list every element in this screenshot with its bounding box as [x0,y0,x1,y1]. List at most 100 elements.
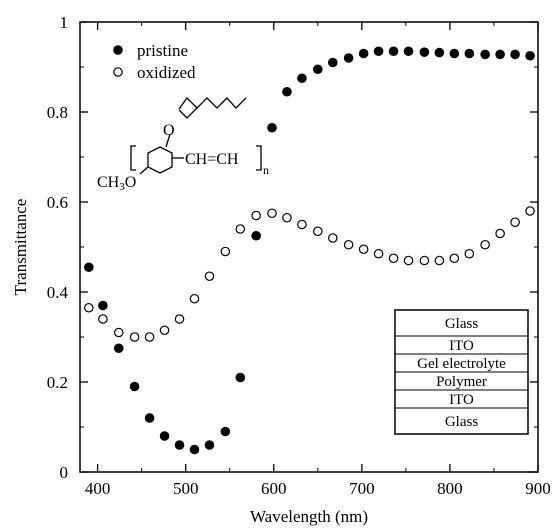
data-point-oxidized [113,327,124,338]
data-point-pristine [449,48,460,59]
y-tick-label: 0.2 [47,373,68,392]
data-point-pristine [510,49,520,60]
data-point-oxidized [327,233,338,243]
data-point-oxidized [84,302,94,313]
data-point-pristine [84,262,94,273]
data-point-pristine [113,343,124,354]
data-point-pristine [220,426,231,437]
y-tick-label: 0.6 [47,193,68,212]
data-point-pristine [358,48,369,59]
y-tick-label: 0.4 [47,283,69,302]
x-tick-label: 600 [261,479,287,498]
data-point-oxidized [525,206,535,216]
structure-bracket-left [130,145,136,171]
data-point-oxidized [189,293,200,304]
x-tick-label: 900 [525,479,551,498]
structure-benzene-ring [147,146,173,174]
data-point-pristine [434,47,445,58]
series-oxidized [84,206,535,342]
data-point-oxidized [159,325,170,336]
data-point-pristine [189,444,200,455]
polymer-structure [130,97,262,175]
data-point-oxidized [449,253,460,264]
data-point-pristine [282,86,292,97]
structure-backbone: CH=CH [185,151,239,168]
data-point-pristine [343,53,354,63]
structure-methoxy: CH3O [97,174,136,193]
structure-methoxy-sub: 3 [119,181,125,193]
x-tick-label: 800 [437,479,463,498]
structure-side-chain [178,97,247,110]
data-point-oxidized [204,271,215,282]
y-axis-title: Transmittance [11,199,30,296]
structure-methoxy-suffix: O [125,174,137,191]
data-point-oxidized [510,217,520,228]
data-point-pristine [327,57,338,68]
structure-bracket-right [256,145,262,171]
data-point-pristine [144,413,155,423]
structure-side-chain-branch [178,107,198,119]
legend-label-oxidized: oxidized [137,63,196,82]
structure-backbone-text: CH=CH [185,151,239,168]
data-point-pristine [495,49,505,60]
data-point-oxidized [464,248,475,259]
data-point-oxidized [144,332,155,342]
data-point-oxidized [98,314,108,324]
y-tick-label: 1 [60,13,69,32]
data-point-oxidized [358,244,369,255]
series-pristine [84,46,535,455]
data-point-pristine [129,381,140,392]
data-point-oxidized [434,255,445,266]
data-point-pristine [297,73,307,84]
legend-marker-pristine [113,45,123,55]
data-point-pristine [388,46,399,57]
data-point-oxidized [495,228,505,239]
data-point-oxidized [480,239,490,250]
data-point-pristine [159,431,170,441]
data-point-oxidized [388,253,399,264]
x-tick-label: 700 [349,479,375,498]
device-layer-label: Gel electrolyte [417,356,506,372]
legend-marker-oxidized [113,67,123,77]
data-point-oxidized [251,210,261,221]
data-point-oxidized [235,224,246,234]
data-point-pristine [235,372,246,383]
device-layer-label: ITO [449,392,474,408]
structure-substituent-o: O [163,122,175,139]
structure-o-to-ring [165,133,171,148]
data-point-oxidized [174,314,185,324]
structure-methoxy-prefix: CH [97,174,120,191]
y-tick-label: 0.8 [47,103,68,122]
data-point-oxidized [373,248,384,259]
data-point-pristine [464,48,475,59]
data-point-pristine [403,46,414,57]
data-point-oxidized [419,255,430,266]
data-point-pristine [251,230,261,241]
device-stack: Glass ITO Gel electrolyte Polymer ITO Glass [394,309,529,435]
data-point-oxidized [267,208,277,219]
data-point-oxidized [129,332,140,342]
device-layer-label: ITO [449,338,474,354]
legend-label-pristine: pristine [137,41,188,60]
x-tick-label: 400 [85,479,111,498]
data-point-oxidized [220,246,231,257]
data-point-pristine [174,440,185,450]
legend: pristine oxidized [113,41,196,82]
data-point-pristine [419,47,430,57]
device-layer-label: Glass [445,414,478,430]
data-point-oxidized [313,226,323,237]
data-point-pristine [313,64,323,75]
device-layer-label: Polymer [436,374,487,390]
tick-labels: 400 500 600 700 800 900 0 0.2 0.4 0.6 0.8 1 [47,13,551,498]
device-layer-label: Glass [445,316,478,332]
data-point-pristine [98,300,108,311]
x-tick-label: 500 [173,479,199,498]
data-point-pristine [373,46,384,57]
data-point-pristine [204,440,215,450]
structure-subscript-n: n [263,163,269,177]
data-point-pristine [525,50,535,61]
data-point-pristine [480,49,490,60]
data-point-oxidized [282,212,292,223]
data-point-oxidized [343,239,354,250]
